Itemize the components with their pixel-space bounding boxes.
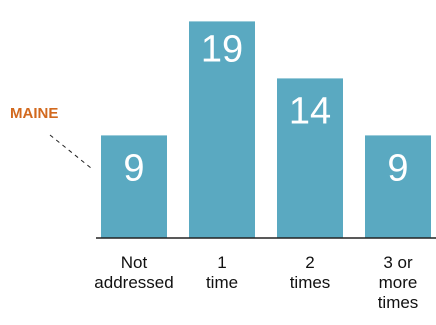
value-label-1: 9 xyxy=(123,147,144,189)
category-label-4-line-3: times xyxy=(378,293,419,312)
category-label-4-line-2: more xyxy=(379,273,418,292)
annotation-leader-line xyxy=(49,134,92,169)
category-label-3-line-1: 2 xyxy=(305,253,314,272)
bar-2 xyxy=(189,21,255,239)
category-label-1-line-2: addressed xyxy=(94,273,173,292)
bar-1 xyxy=(101,135,167,238)
bar-4 xyxy=(365,135,431,238)
bar-3 xyxy=(277,78,343,239)
annotation-group: MAINE xyxy=(10,105,92,169)
category-label-2-line-1: 1 xyxy=(217,253,226,272)
category-label-1-line-1: Not xyxy=(121,253,148,272)
category-label-4: 3 or more times xyxy=(378,253,419,312)
category-label-1: Not addressed xyxy=(94,253,173,292)
category-label-2-line-2: time xyxy=(206,273,238,292)
category-label-4-line-1: 3 or xyxy=(383,253,413,272)
value-label-3: 14 xyxy=(289,90,331,132)
category-label-2: 1 time xyxy=(206,253,238,292)
value-label-2: 19 xyxy=(201,28,243,70)
maine-annotation-label: MAINE xyxy=(10,105,58,122)
category-label-3-line-2: times xyxy=(290,273,331,292)
value-label-4: 9 xyxy=(387,147,408,189)
value-labels-group: 9 19 14 9 xyxy=(123,28,408,189)
bars-group xyxy=(101,21,431,239)
category-label-3: 2 times xyxy=(290,253,331,292)
